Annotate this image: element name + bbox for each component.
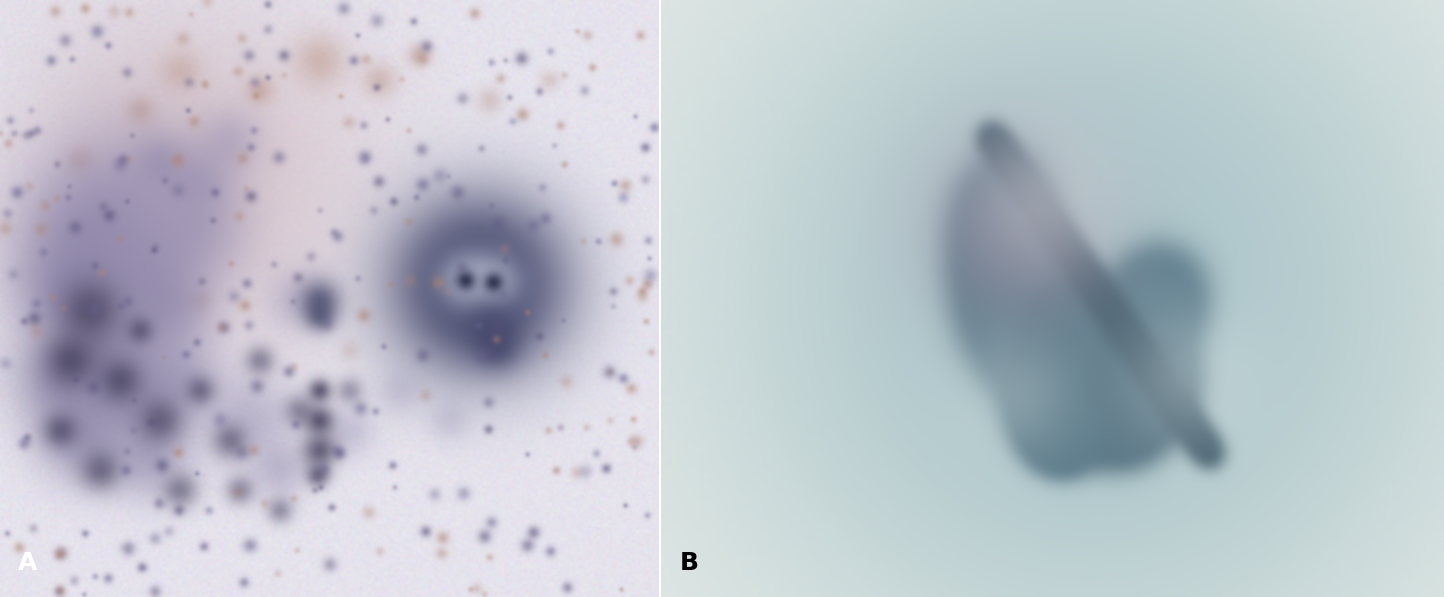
Text: A: A	[17, 551, 38, 575]
Text: B: B	[679, 551, 699, 575]
